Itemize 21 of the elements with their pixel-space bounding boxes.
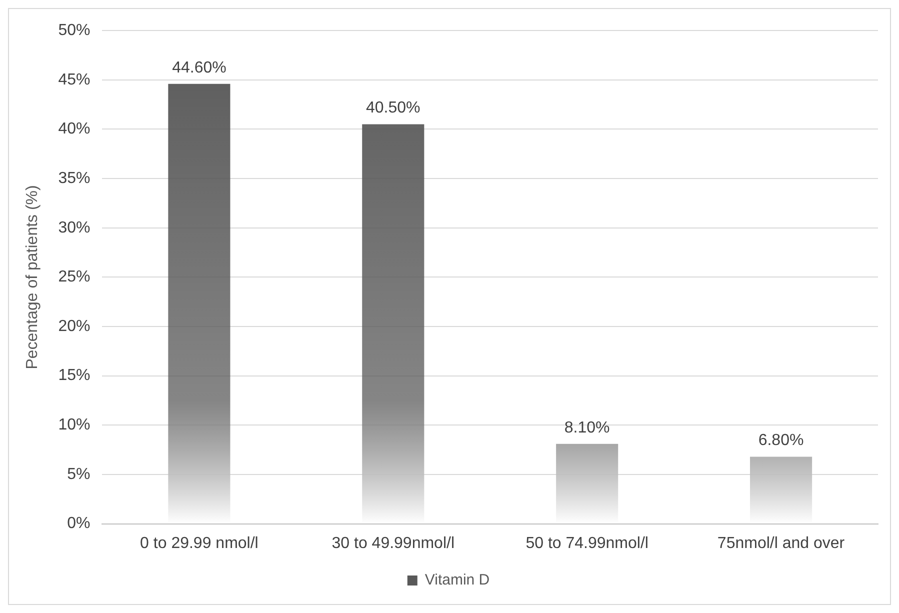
- data-label: 40.50%: [366, 100, 420, 117]
- y-tick-label: 5%: [67, 466, 90, 483]
- y-tick-label: 15%: [58, 367, 90, 384]
- y-tick-label: 20%: [58, 318, 90, 335]
- y-tick-label: 40%: [58, 120, 90, 138]
- y-tick-label: 25%: [58, 268, 90, 286]
- y-tick-label: 0%: [67, 515, 90, 532]
- y-axis-title: Pecentage of patients (%): [24, 185, 42, 370]
- y-tick-label: 45%: [58, 71, 90, 88]
- x-tick-label: 30 to 49.99nmol/l: [332, 534, 455, 552]
- legend-label: Vitamin D: [424, 572, 490, 589]
- x-tick-label: 75nmol/l and over: [717, 534, 846, 552]
- y-tick-label: 50%: [58, 22, 90, 40]
- x-tick-label: 50 to 74.99nmol/l: [526, 534, 648, 552]
- data-label: 8.10%: [564, 419, 610, 436]
- y-tick-label: 35%: [58, 170, 90, 187]
- data-label: 6.80%: [758, 432, 804, 450]
- x-tick-label: 0 to 29.99 nmol/l: [140, 534, 258, 552]
- data-label: 44.60%: [172, 59, 226, 76]
- y-tick-label: 30%: [58, 219, 90, 236]
- y-tick-label: 10%: [58, 416, 90, 434]
